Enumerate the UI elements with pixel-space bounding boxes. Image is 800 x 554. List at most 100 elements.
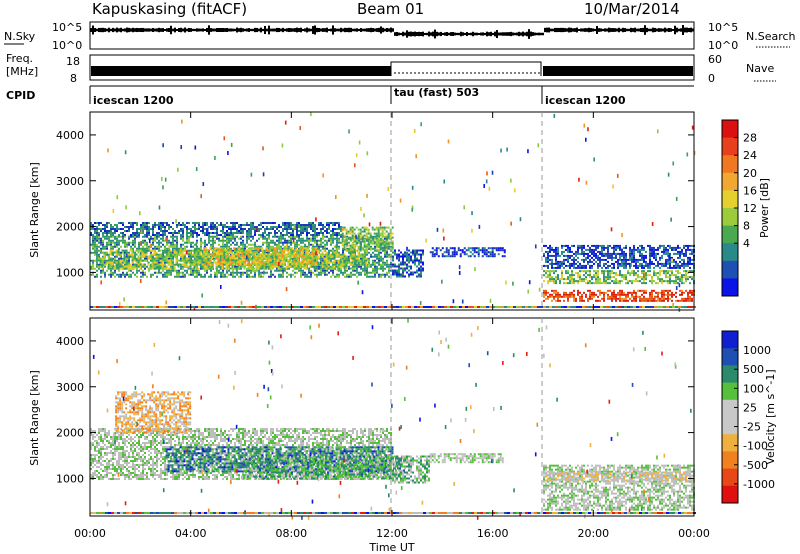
echo-cell bbox=[467, 255, 470, 258]
echo-cell bbox=[186, 234, 188, 236]
echo-cell bbox=[477, 255, 480, 258]
echo-cell bbox=[108, 222, 110, 224]
echo-cell bbox=[96, 237, 98, 240]
echo-cell bbox=[237, 263, 240, 266]
echo-cell bbox=[445, 247, 448, 250]
echo-cell bbox=[663, 244, 665, 247]
echo-cell bbox=[629, 256, 631, 259]
echo-cell bbox=[260, 235, 262, 238]
echo-cell bbox=[248, 247, 250, 250]
echo-cell bbox=[573, 262, 575, 265]
echo-cell bbox=[165, 265, 168, 268]
echo-cell bbox=[304, 245, 306, 248]
echo-cell bbox=[142, 265, 144, 268]
echo-cell bbox=[234, 265, 236, 268]
echo-cell bbox=[653, 254, 655, 257]
echo-cell bbox=[561, 246, 563, 249]
echo-cell bbox=[379, 240, 382, 243]
echo-cell bbox=[673, 264, 675, 267]
echo-cell bbox=[162, 249, 164, 252]
echo-cell bbox=[543, 244, 545, 247]
echo-cell bbox=[653, 248, 655, 251]
echo-cell bbox=[231, 263, 234, 266]
echo-cell bbox=[193, 259, 196, 262]
echo-cell bbox=[349, 236, 352, 239]
echo-cell bbox=[493, 247, 496, 250]
echo-cell bbox=[325, 251, 328, 254]
echo-cell bbox=[330, 222, 332, 224]
echo-cell bbox=[633, 264, 635, 267]
echo-cell bbox=[651, 262, 653, 265]
echo-cell bbox=[286, 234, 288, 236]
echo-cell bbox=[141, 263, 144, 266]
echo-cell bbox=[336, 232, 338, 234]
echo-cell bbox=[96, 226, 98, 228]
echo-cell bbox=[226, 275, 228, 278]
echo-cell bbox=[302, 265, 304, 268]
echo-cell bbox=[332, 230, 334, 232]
noise-sample bbox=[646, 27, 648, 33]
echo-cell bbox=[195, 263, 198, 266]
echo-cell bbox=[312, 222, 314, 224]
echo-cell bbox=[647, 266, 649, 269]
echo-cell bbox=[94, 241, 96, 244]
echo-cell bbox=[333, 251, 336, 254]
echo-cell bbox=[549, 254, 551, 257]
echo-cell bbox=[420, 271, 422, 274]
echo-cell bbox=[284, 228, 286, 230]
echo-cell bbox=[363, 242, 366, 245]
noise-sample bbox=[540, 32, 542, 36]
echo-cell bbox=[408, 269, 410, 272]
echo-cell bbox=[182, 267, 184, 270]
echo-cell bbox=[341, 236, 344, 239]
echo-cell bbox=[204, 273, 206, 276]
echo-cell bbox=[94, 253, 96, 256]
echo-cell bbox=[134, 232, 136, 234]
echo-cell bbox=[190, 234, 192, 236]
echo-cell bbox=[114, 235, 116, 238]
echo-cell bbox=[382, 257, 384, 260]
echo-cell bbox=[231, 265, 234, 268]
echo-cell bbox=[384, 263, 386, 266]
echo-cell bbox=[377, 230, 380, 233]
echo-cell bbox=[420, 273, 422, 276]
echo-cell bbox=[277, 257, 280, 260]
echo-cell bbox=[416, 259, 418, 262]
echo-cell bbox=[345, 230, 348, 233]
echo-cell bbox=[581, 250, 583, 253]
echo-cell bbox=[172, 265, 174, 268]
echo-cell bbox=[319, 249, 322, 252]
echo-cell bbox=[374, 255, 376, 258]
echo-cell bbox=[499, 249, 502, 252]
echo-cell bbox=[356, 237, 358, 240]
echo-cell bbox=[107, 255, 110, 258]
echo-cell bbox=[404, 255, 406, 258]
echo-cell bbox=[118, 228, 120, 230]
echo-cell bbox=[189, 257, 192, 260]
echo-cell bbox=[259, 261, 262, 264]
echo-cell bbox=[163, 259, 166, 262]
echo-cell bbox=[172, 222, 174, 224]
echo-cell bbox=[296, 271, 298, 274]
echo-cell bbox=[335, 263, 338, 266]
echo-cell bbox=[555, 252, 557, 255]
echo-cell bbox=[120, 251, 122, 254]
echo-cell bbox=[603, 246, 605, 249]
echo-cell bbox=[164, 239, 166, 242]
echo-cell bbox=[382, 263, 384, 266]
echo-cell bbox=[268, 222, 270, 224]
echo-cell bbox=[551, 254, 553, 257]
echo-cell bbox=[569, 248, 571, 251]
echo-cell bbox=[387, 226, 390, 229]
echo-cell bbox=[94, 239, 96, 242]
echo-cell bbox=[212, 241, 214, 244]
echo-cell bbox=[408, 275, 410, 278]
echo-cell bbox=[127, 267, 130, 270]
echo-cell bbox=[603, 248, 605, 251]
echo-cell bbox=[555, 250, 557, 253]
noise-sample bbox=[402, 31, 404, 37]
echo-cell bbox=[116, 245, 118, 248]
noise-sample bbox=[618, 27, 620, 33]
echo-cell bbox=[431, 253, 434, 256]
echo-cell bbox=[202, 226, 204, 228]
